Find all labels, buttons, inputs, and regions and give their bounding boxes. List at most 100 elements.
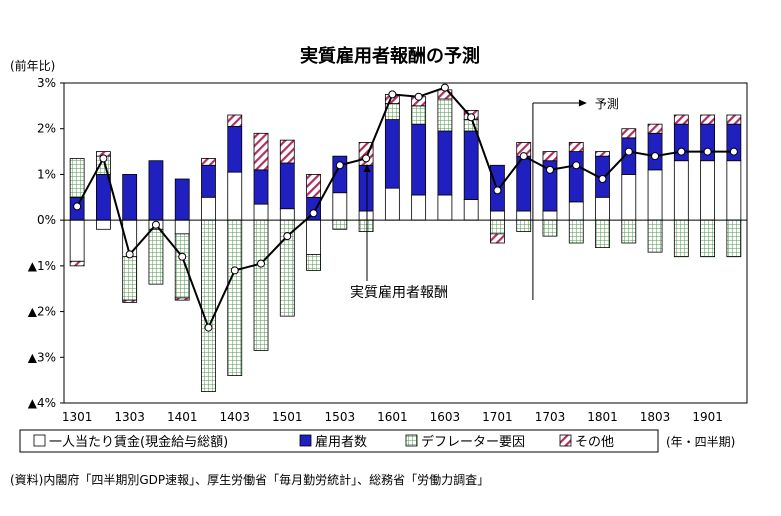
bar-1902-series-2 — [726, 219, 742, 258]
bar-1603-series-2 — [437, 98, 453, 132]
line-point-1802 — [624, 147, 633, 156]
bar-1401-series-0 — [174, 219, 190, 235]
line-point-1304 — [151, 220, 160, 229]
bar-1301-series-3 — [69, 260, 85, 267]
forecast-label: 予測 — [595, 97, 619, 111]
bar-1301-series-2 — [69, 158, 85, 198]
bar-1602-series-1 — [411, 123, 427, 196]
bar-1803-series-2 — [647, 219, 663, 253]
line-point-1801 — [598, 175, 607, 183]
x-tick-label: 1501 — [272, 410, 303, 424]
x-tick-label: 1801 — [587, 410, 618, 424]
bar-1404-series-3 — [253, 132, 269, 171]
source-note: (資料)内閣府「四半期別GDP速報」、厚生労働省「毎月勤労統計」、総務省「労働力… — [10, 472, 489, 487]
legend — [19, 429, 659, 453]
annotation-arrowhead-icon — [363, 164, 371, 172]
bar-1302-series-0 — [96, 219, 111, 230]
line-point-1601 — [388, 90, 397, 99]
bar-1701-series-0 — [490, 210, 505, 221]
chart-title: 実質雇用者報酬の予測 — [300, 45, 480, 67]
bar-1804-series-0 — [673, 160, 689, 221]
line-point-1403 — [230, 266, 239, 275]
line-point-1804 — [677, 147, 686, 156]
bar-1404-series-0 — [253, 203, 269, 221]
line-point-1704 — [572, 161, 581, 170]
bar-1701-series-2 — [490, 219, 505, 235]
line-point-1502 — [309, 209, 318, 218]
y-tick-label: 3% — [37, 76, 56, 90]
bar-1603-series-1 — [437, 130, 453, 196]
bar-1801-series-0 — [595, 196, 610, 221]
bar-1804-series-3 — [673, 114, 689, 125]
line-point-1503 — [335, 161, 344, 170]
x-tick-label: 1601 — [377, 410, 408, 424]
y-tick-label: 0% — [37, 213, 56, 227]
legend-label-1: 雇用者数 — [315, 434, 367, 450]
bar-1402-series-1 — [201, 164, 216, 198]
legend-swatch-2 — [405, 434, 418, 447]
line-point-1803 — [651, 152, 660, 161]
bar-1504-series-1 — [358, 164, 374, 212]
bar-1403-series-0 — [227, 171, 243, 221]
bar-1502-series-0 — [306, 219, 321, 255]
bar-1403-series-3 — [227, 114, 243, 127]
line-point-1604 — [467, 113, 476, 122]
bar-1703-series-0 — [542, 210, 558, 221]
bar-1702-series-2 — [516, 219, 532, 232]
legend-label-0: 一人当たり賃金(現金給与総額) — [49, 434, 228, 450]
bar-1802-series-2 — [621, 219, 637, 244]
bar-1501-series-0 — [279, 208, 295, 221]
bar-1303-series-2 — [122, 256, 138, 301]
line-series — [76, 86, 734, 331]
line-point-1701 — [493, 186, 502, 195]
bar-1403-series-1 — [227, 126, 243, 173]
bar-1701-series-3 — [490, 233, 505, 244]
bar-1803-series-0 — [647, 169, 663, 221]
bar-1301-series-0 — [69, 219, 85, 262]
bar-1304-series-1 — [148, 160, 164, 221]
bar-1504-series-0 — [358, 210, 374, 221]
line-point-1402 — [204, 323, 213, 332]
bar-1804-series-2 — [673, 219, 689, 258]
line-point-1301 — [73, 202, 82, 211]
bar-1703-series-3 — [542, 151, 558, 162]
forecast-arrowhead-icon — [578, 99, 587, 107]
bar-1704-series-3 — [568, 142, 584, 152]
x-tick-label: 1803 — [640, 410, 671, 424]
bar-1401-series-1 — [174, 178, 190, 221]
bar-1304-series-2 — [148, 228, 164, 285]
bar-1503-series-0 — [332, 192, 348, 221]
line-point-1501 — [283, 232, 292, 241]
line-point-1504 — [362, 154, 371, 163]
legend-swatch-0 — [33, 434, 46, 447]
bar-1801-series-2 — [595, 219, 610, 248]
bar-1303-series-1 — [122, 174, 138, 221]
x-tick-label: 1603 — [430, 410, 461, 424]
x-tick-label: 1403 — [219, 410, 250, 424]
bar-1404-series-1 — [253, 169, 269, 205]
line-annotation: 実質雇用者報酬 — [350, 284, 448, 301]
bar-1601-series-0 — [384, 187, 400, 221]
bar-1502-series-3 — [306, 174, 321, 198]
y-tick-label: ▲2% — [28, 305, 56, 319]
bar-1402-series-0 — [201, 196, 216, 221]
line-point-1902 — [729, 147, 738, 156]
line-point-1603 — [440, 83, 449, 92]
legend-label-2: デフレーター要因 — [421, 434, 525, 450]
bar-1403-series-2 — [227, 219, 243, 376]
bar-1503-series-2 — [332, 219, 348, 230]
bar-1604-series-0 — [463, 199, 479, 221]
bar-1501-series-1 — [279, 162, 295, 210]
bar-1401-series-3 — [174, 297, 190, 301]
bar-1303-series-3 — [122, 299, 138, 303]
bar-1802-series-3 — [621, 128, 637, 139]
plot-area — [63, 82, 748, 404]
bar-1404-series-2 — [253, 219, 269, 351]
bar-1602-series-2 — [411, 105, 427, 125]
y-tick-label: ▲1% — [28, 259, 56, 273]
y-tick-label: ▲3% — [28, 350, 56, 364]
line-point-1302 — [99, 154, 108, 163]
bar-1702-series-0 — [516, 210, 532, 221]
line-point-1703 — [545, 165, 554, 174]
bar-1901-series-2 — [700, 219, 715, 258]
